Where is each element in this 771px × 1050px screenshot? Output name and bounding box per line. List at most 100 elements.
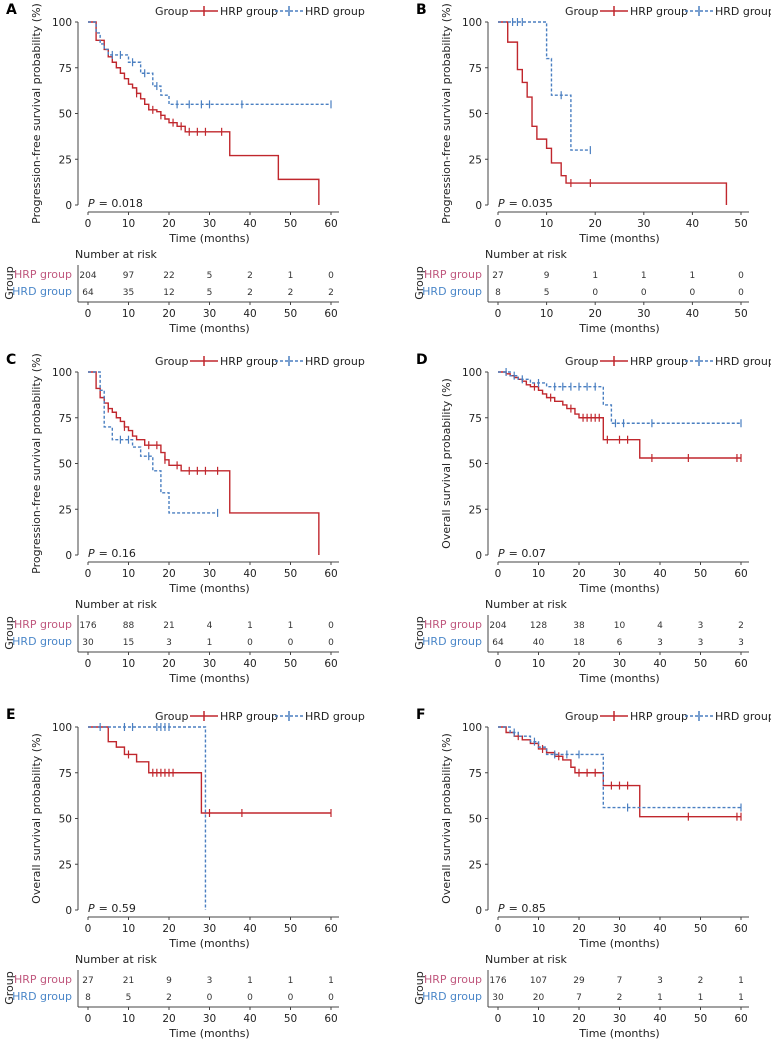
hrp-survival-curve <box>88 371 320 555</box>
risk-table-ylabel: Group <box>3 266 16 300</box>
x-tick-label: 50 <box>284 568 297 580</box>
x-tick-label: 50 <box>284 923 297 935</box>
risk-count-hrp: 2 <box>698 976 704 986</box>
risk-count-hrp: 3 <box>207 976 213 986</box>
risk-count-hrp: 27 <box>492 271 503 281</box>
x-axis-title: Time (months) <box>168 232 249 245</box>
risk-label-hrd: HRD group <box>422 990 482 1003</box>
risk-count-hrd: 0 <box>288 638 294 648</box>
risk-x-axis-title: Time (months) <box>578 1027 659 1040</box>
risk-count-hrp: 1 <box>288 271 294 281</box>
risk-count-hrd: 2 <box>247 288 253 298</box>
p-label: P <box>498 547 505 560</box>
legend-hrd-label: HRD group <box>715 355 771 368</box>
x-tick-label: 60 <box>324 218 337 230</box>
p-value: P = 0.018 <box>88 197 143 210</box>
risk-count-hrp: 3 <box>698 621 704 631</box>
risk-count-hrd: 8 <box>85 993 91 1003</box>
risk-x-tick-label: 20 <box>162 308 175 320</box>
x-tick-label: 10 <box>122 923 135 935</box>
y-tick-label: 0 <box>65 550 72 562</box>
risk-x-tick-label: 40 <box>243 1013 256 1025</box>
risk-label-hrp: HRP group <box>424 618 482 631</box>
risk-table-title: Number at risk <box>485 953 568 966</box>
risk-x-tick-label: 20 <box>572 1013 585 1025</box>
y-tick-label: 50 <box>469 459 482 471</box>
y-tick-label: 75 <box>59 768 72 780</box>
x-tick-label: 50 <box>694 568 707 580</box>
x-tick-label: 30 <box>637 218 650 230</box>
risk-count-hrp: 0 <box>328 271 334 281</box>
x-tick-label: 40 <box>653 568 666 580</box>
risk-count-hrd: 1 <box>738 993 744 1003</box>
risk-count-hrd: 1 <box>657 993 663 1003</box>
risk-count-hrd: 30 <box>82 638 94 648</box>
x-tick-label: 30 <box>203 218 216 230</box>
risk-count-hrd: 18 <box>573 638 585 648</box>
risk-x-tick-label: 10 <box>122 1013 135 1025</box>
y-tick-label: 0 <box>65 905 72 917</box>
x-tick-label: 60 <box>324 923 337 935</box>
risk-count-hrp: 9 <box>544 271 550 281</box>
legend-title: Group <box>565 355 599 368</box>
y-tick-label: 100 <box>462 367 482 379</box>
hrd-survival-curve <box>88 21 331 106</box>
risk-count-hrd: 1 <box>207 638 213 648</box>
risk-label-hrd: HRD group <box>12 990 72 1003</box>
risk-x-axis-title: Time (months) <box>168 672 249 685</box>
risk-count-hrp: 5 <box>207 271 213 281</box>
risk-x-tick-label: 30 <box>613 1013 626 1025</box>
y-tick-label: 75 <box>59 413 72 425</box>
risk-count-hrp: 3 <box>657 976 663 986</box>
x-axis-title: Time (months) <box>168 937 249 950</box>
x-tick-label: 0 <box>85 923 92 935</box>
legend-hrd-label: HRD group <box>305 710 365 723</box>
risk-x-tick-label: 30 <box>203 1013 216 1025</box>
p-label: P <box>88 902 95 915</box>
risk-x-tick-label: 50 <box>284 308 297 320</box>
risk-count-hrd: 8 <box>495 288 501 298</box>
risk-count-hrd: 1 <box>698 993 704 1003</box>
risk-count-hrp: 1 <box>288 621 294 631</box>
risk-x-tick-label: 40 <box>653 1013 666 1025</box>
risk-x-tick-label: 0 <box>495 1013 502 1025</box>
risk-x-tick-label: 0 <box>85 308 92 320</box>
x-tick-label: 10 <box>532 923 545 935</box>
risk-table-title: Number at risk <box>485 248 568 261</box>
panel-C: C Group HRP group HRD group0255075100Progre… <box>3 352 365 685</box>
risk-x-tick-label: 30 <box>203 658 216 670</box>
risk-table-ylabel: Group <box>413 971 426 1005</box>
risk-x-tick-label: 30 <box>637 308 650 320</box>
x-tick-label: 20 <box>162 568 175 580</box>
risk-x-tick-label: 20 <box>572 658 585 670</box>
y-tick-label: 0 <box>475 200 482 212</box>
risk-x-tick-label: 50 <box>734 308 747 320</box>
y-tick-label: 75 <box>469 413 482 425</box>
x-tick-label: 20 <box>162 218 175 230</box>
risk-count-hrp: 1 <box>247 621 253 631</box>
x-tick-label: 10 <box>122 568 135 580</box>
x-tick-label: 40 <box>243 568 256 580</box>
risk-x-tick-label: 10 <box>532 658 545 670</box>
y-tick-label: 0 <box>65 200 72 212</box>
risk-x-axis-title: Time (months) <box>578 322 659 335</box>
risk-count-hrd: 0 <box>207 993 213 1003</box>
p-value: P = 0.035 <box>498 197 553 210</box>
x-tick-label: 0 <box>495 923 502 935</box>
risk-x-tick-label: 20 <box>162 1013 175 1025</box>
risk-label-hrd: HRD group <box>422 635 482 648</box>
x-axis-title: Time (months) <box>578 582 659 595</box>
risk-count-hrp: 4 <box>657 621 663 631</box>
x-tick-label: 10 <box>532 568 545 580</box>
risk-count-hrd: 5 <box>544 288 550 298</box>
x-tick-label: 20 <box>162 923 175 935</box>
panel-D: D Group HRP group HRD group0255075100Overal… <box>413 352 771 685</box>
risk-label-hrp: HRP group <box>424 268 482 281</box>
p-label: P <box>88 197 95 210</box>
legend-title: Group <box>565 5 599 18</box>
risk-count-hrd: 0 <box>288 993 294 1003</box>
risk-table-title: Number at risk <box>75 248 158 261</box>
y-tick-label: 100 <box>52 367 72 379</box>
risk-x-tick-label: 10 <box>532 1013 545 1025</box>
legend-title: Group <box>565 710 599 723</box>
